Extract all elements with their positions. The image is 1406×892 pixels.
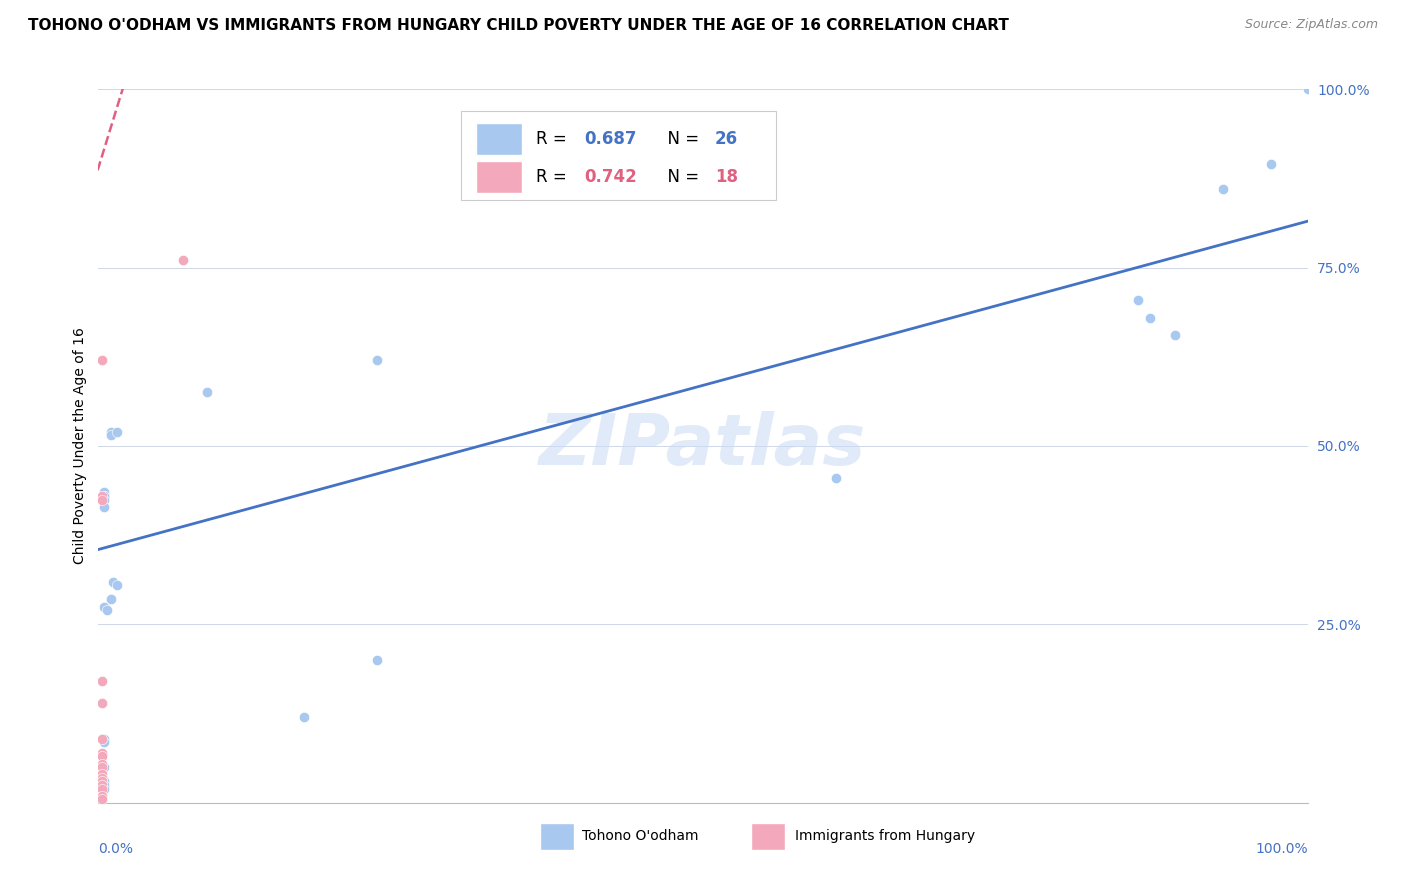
Point <box>93 774 115 789</box>
Point <box>100 425 122 439</box>
FancyBboxPatch shape <box>540 822 574 850</box>
Point <box>1139 310 1161 325</box>
Text: N =: N = <box>657 168 704 186</box>
Point <box>1128 293 1150 307</box>
Point <box>172 253 194 268</box>
Text: N =: N = <box>657 130 704 148</box>
Point <box>91 746 114 760</box>
Point <box>93 485 115 500</box>
Point <box>292 710 315 724</box>
Text: 0.0%: 0.0% <box>98 842 134 856</box>
Point <box>101 574 124 589</box>
Point <box>91 774 114 789</box>
Text: 18: 18 <box>716 168 738 186</box>
Point <box>1260 157 1282 171</box>
Point <box>93 599 115 614</box>
Point <box>105 425 128 439</box>
Point <box>93 760 115 774</box>
Point <box>195 385 218 400</box>
Point <box>1296 82 1319 96</box>
Point <box>91 749 114 764</box>
Point <box>93 778 115 792</box>
Point <box>93 489 115 503</box>
Text: R =: R = <box>536 168 572 186</box>
Point <box>93 489 115 503</box>
Point <box>100 592 122 607</box>
FancyBboxPatch shape <box>751 822 785 850</box>
Point <box>91 674 114 689</box>
Text: Immigrants from Hungary: Immigrants from Hungary <box>794 829 974 843</box>
FancyBboxPatch shape <box>461 111 776 200</box>
Point <box>93 492 115 507</box>
Point <box>96 603 118 617</box>
Point <box>91 353 114 368</box>
FancyBboxPatch shape <box>475 123 522 155</box>
Point <box>91 696 114 710</box>
Point <box>91 781 114 796</box>
Point <box>93 500 115 514</box>
Point <box>91 756 114 771</box>
Point <box>825 471 848 485</box>
Point <box>93 781 115 796</box>
Point <box>91 789 114 803</box>
Point <box>91 760 114 774</box>
Text: ZIPatlas: ZIPatlas <box>540 411 866 481</box>
Text: TOHONO O'ODHAM VS IMMIGRANTS FROM HUNGARY CHILD POVERTY UNDER THE AGE OF 16 CORR: TOHONO O'ODHAM VS IMMIGRANTS FROM HUNGAR… <box>28 18 1010 33</box>
Text: Source: ZipAtlas.com: Source: ZipAtlas.com <box>1244 18 1378 31</box>
Text: 0.742: 0.742 <box>585 168 637 186</box>
Text: 0.687: 0.687 <box>585 130 637 148</box>
Y-axis label: Child Poverty Under the Age of 16: Child Poverty Under the Age of 16 <box>73 327 87 565</box>
Point <box>93 731 115 746</box>
Point <box>366 353 388 368</box>
Point <box>91 778 114 792</box>
Point <box>1212 182 1234 196</box>
Point <box>91 771 114 785</box>
FancyBboxPatch shape <box>475 161 522 193</box>
Point <box>93 735 115 749</box>
Point <box>100 428 122 442</box>
Point <box>1163 328 1185 343</box>
Point <box>91 767 114 781</box>
Text: 26: 26 <box>716 130 738 148</box>
Text: R =: R = <box>536 130 572 148</box>
Point <box>91 792 114 806</box>
Text: 100.0%: 100.0% <box>1256 842 1308 856</box>
Text: Tohono O'odham: Tohono O'odham <box>582 829 699 843</box>
Point <box>366 653 388 667</box>
Point <box>91 492 114 507</box>
Point <box>91 489 114 503</box>
Point <box>105 578 128 592</box>
Point <box>91 731 114 746</box>
